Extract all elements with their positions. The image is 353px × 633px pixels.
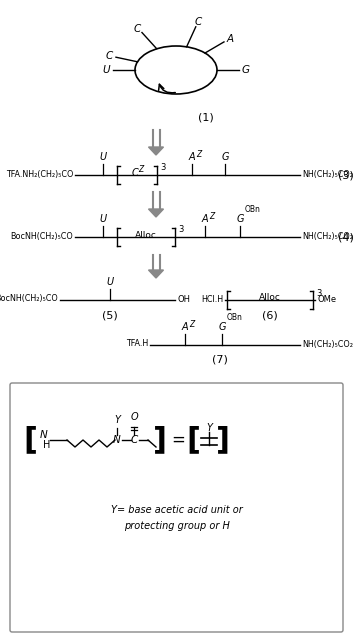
Text: 3: 3 xyxy=(316,289,321,298)
Text: OBn: OBn xyxy=(245,205,261,214)
Text: G: G xyxy=(218,322,226,332)
Text: A: A xyxy=(182,322,188,332)
Text: A: A xyxy=(202,214,208,224)
Text: (5): (5) xyxy=(102,310,118,320)
Text: Alloc: Alloc xyxy=(259,294,281,303)
Text: U: U xyxy=(107,277,114,287)
Polygon shape xyxy=(149,147,163,155)
Text: OBn: OBn xyxy=(227,313,243,322)
Text: Z: Z xyxy=(190,320,195,329)
Text: Y: Y xyxy=(114,415,120,425)
Text: Z: Z xyxy=(197,150,202,159)
Text: Alloc: Alloc xyxy=(135,230,157,239)
Text: (6): (6) xyxy=(262,310,278,320)
Text: G: G xyxy=(242,65,250,75)
Polygon shape xyxy=(149,270,163,278)
Text: C: C xyxy=(132,168,138,178)
Text: Z: Z xyxy=(138,165,144,173)
Text: O: O xyxy=(130,412,138,422)
Text: N: N xyxy=(113,435,121,445)
Text: Y= base acetic acid unit or: Y= base acetic acid unit or xyxy=(110,505,243,515)
Text: NH(CH₂)₅CO₂tBu: NH(CH₂)₅CO₂tBu xyxy=(302,339,353,349)
Text: C: C xyxy=(106,51,113,61)
Text: BocNH(CH₂)₅CO: BocNH(CH₂)₅CO xyxy=(10,232,73,241)
Text: Y: Y xyxy=(206,423,212,433)
Text: C: C xyxy=(195,17,202,27)
Text: TFA.NH₂(CH₂)₅CO: TFA.NH₂(CH₂)₅CO xyxy=(6,170,73,179)
Text: U: U xyxy=(102,65,110,75)
Text: [: [ xyxy=(186,425,200,454)
Text: OMe: OMe xyxy=(317,294,336,303)
Text: NH(CH₂)₅CO₂tBu: NH(CH₂)₅CO₂tBu xyxy=(302,232,353,241)
Text: Z: Z xyxy=(209,212,215,221)
Text: ]: ] xyxy=(153,425,167,454)
Text: H: H xyxy=(43,440,51,450)
Text: C: C xyxy=(134,24,141,34)
Text: U: U xyxy=(100,152,107,162)
Text: A: A xyxy=(227,34,234,44)
Text: protecting group or H: protecting group or H xyxy=(124,521,229,531)
Text: (7): (7) xyxy=(212,355,228,365)
Text: (1): (1) xyxy=(198,113,214,123)
Text: [: [ xyxy=(23,425,37,454)
Text: G: G xyxy=(236,214,244,224)
Text: 3: 3 xyxy=(178,225,183,234)
Text: ]: ] xyxy=(216,425,230,454)
Text: U: U xyxy=(100,214,107,224)
Text: G: G xyxy=(221,152,229,162)
Text: OH: OH xyxy=(177,294,190,303)
Text: TFA.H: TFA.H xyxy=(126,339,148,349)
Text: NH(CH₂)₅CO₂H: NH(CH₂)₅CO₂H xyxy=(302,170,353,179)
Text: A: A xyxy=(189,152,195,162)
Text: C: C xyxy=(130,435,138,445)
Text: BocNH(CH₂)₅CO: BocNH(CH₂)₅CO xyxy=(0,294,58,303)
Text: =: = xyxy=(171,431,185,449)
Polygon shape xyxy=(149,209,163,217)
FancyBboxPatch shape xyxy=(10,383,343,632)
Text: HCl.H: HCl.H xyxy=(201,294,223,303)
Text: N: N xyxy=(40,430,48,440)
Text: (4): (4) xyxy=(338,232,353,242)
Text: 3: 3 xyxy=(160,163,165,173)
Text: (3): (3) xyxy=(338,170,353,180)
